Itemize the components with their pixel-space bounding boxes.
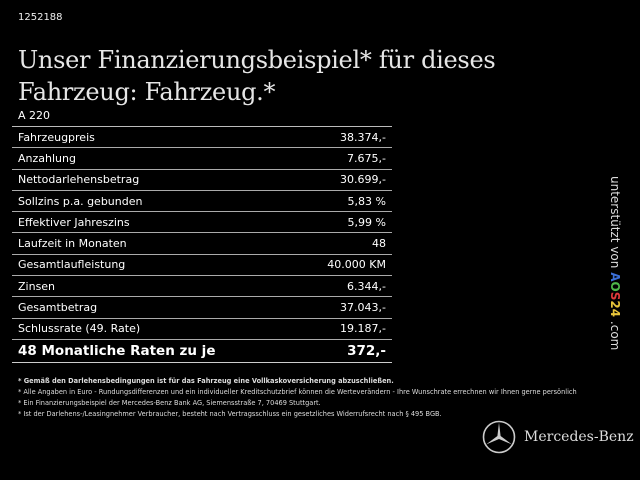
footnote: * Ein Finanzierungsbeispiel der Mercedes… bbox=[18, 399, 321, 407]
aos24-letter: 2 bbox=[608, 300, 622, 309]
row-label: Effektiver Jahreszins bbox=[18, 215, 130, 229]
table-row: Gesamtlaufleistung 40.000 KM bbox=[12, 255, 392, 277]
row-value: 40.000 KM bbox=[327, 258, 386, 272]
row-label: Sollzins p.a. gebunden bbox=[18, 194, 143, 208]
total-label: 48 Monatliche Raten zu je bbox=[18, 342, 216, 359]
row-label: Gesamtbetrag bbox=[18, 301, 98, 315]
row-label: Schlussrate (49. Rate) bbox=[18, 322, 141, 336]
row-value: 7.675,- bbox=[347, 151, 386, 165]
row-label: Zinsen bbox=[18, 279, 56, 293]
aos24-suffix: .com bbox=[608, 320, 622, 351]
row-label: Anzahlung bbox=[18, 151, 76, 165]
brand-name: Mercedes-Benz bbox=[524, 429, 634, 445]
row-value: 37.043,- bbox=[340, 301, 386, 315]
row-value: 19.187,- bbox=[340, 322, 386, 336]
row-value: 5,83 % bbox=[347, 194, 386, 208]
supported-by-aos24: unterstützt von AOS24 .com bbox=[608, 176, 622, 350]
table-row: Sollzins p.a. gebunden 5,83 % bbox=[12, 191, 392, 213]
row-label: Fahrzeugpreis bbox=[18, 130, 95, 144]
mercedes-star-icon bbox=[482, 420, 516, 454]
row-value: 48 bbox=[372, 237, 386, 251]
table-row: Fahrzeugpreis 38.374,- bbox=[12, 127, 392, 149]
row-label: Laufzeit in Monaten bbox=[18, 237, 127, 251]
aos24-letter: O bbox=[608, 281, 622, 292]
supported-by-label: unterstützt von bbox=[608, 176, 622, 269]
table-row: Schlussrate (49. Rate) 19.187,- bbox=[12, 319, 392, 340]
footnote: * Gemäß den Darlehensbedingungen ist für… bbox=[18, 377, 394, 385]
footnote: * Ist der Darlehens-/Leasingnehmer Verbr… bbox=[18, 410, 442, 418]
footnotes: * Gemäß den Darlehensbedingungen ist für… bbox=[18, 376, 577, 420]
page-title: Unser Finanzierungsbeispiel* für dieses … bbox=[18, 46, 496, 106]
row-value: 38.374,- bbox=[340, 130, 386, 144]
table-row: Gesamtbetrag 37.043,- bbox=[12, 297, 392, 319]
vehicle-id: 1252188 bbox=[18, 12, 63, 23]
financing-table: Fahrzeugpreis 38.374,- Anzahlung 7.675,- Net… bbox=[12, 126, 392, 363]
row-value: 5,99 % bbox=[347, 215, 386, 229]
aos24-letter: A bbox=[608, 272, 622, 282]
model-name: A 220 bbox=[18, 109, 51, 122]
table-row: Nettodarlehensbetrag 30.699,- bbox=[12, 170, 392, 191]
footnote: * Alle Angaben in Euro - Rundungsdiffere… bbox=[18, 388, 577, 396]
row-value: 30.699,- bbox=[340, 173, 386, 187]
aos24-logo: AOS24 bbox=[608, 272, 622, 317]
mercedes-benz-logo: Mercedes-Benz bbox=[482, 420, 634, 454]
aos24-letter: 4 bbox=[608, 308, 622, 318]
monthly-rate-row: 48 Monatliche Raten zu je 372,- bbox=[12, 340, 392, 363]
table-row: Laufzeit in Monaten 48 bbox=[12, 233, 392, 255]
table-row: Zinsen 6.344,- bbox=[12, 276, 392, 298]
row-value: 6.344,- bbox=[347, 279, 386, 293]
row-label: Nettodarlehensbetrag bbox=[18, 173, 140, 187]
row-label: Gesamtlaufleistung bbox=[18, 258, 126, 272]
total-value: 372,- bbox=[347, 342, 386, 359]
table-row: Effektiver Jahreszins 5,99 % bbox=[12, 212, 392, 234]
table-row: Anzahlung 7.675,- bbox=[12, 148, 392, 170]
